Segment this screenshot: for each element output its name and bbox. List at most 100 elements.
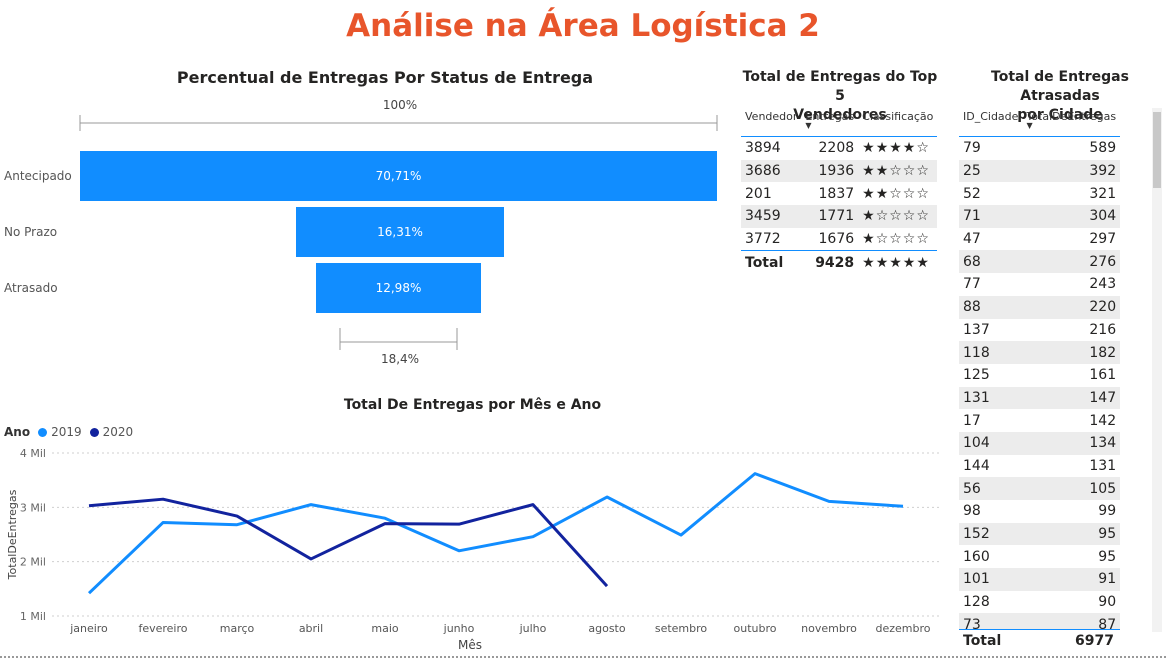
city-id: 17 [963,412,981,429]
city-id: 160 [963,548,990,565]
city-id: 56 [959,477,1023,500]
city-late-deliveries: 220 [1022,295,1121,319]
city-late-deliveries: 90 [1098,594,1117,611]
legend-label-2019[interactable]: 2019 [51,425,82,439]
funnel-bar-no-prazo[interactable]: 16,31% [296,207,504,257]
table-row[interactable]: 201 1837 ★★☆☆☆ [741,182,937,205]
seller-id: 3894 [745,140,781,157]
city-late-deliveries: 589 [1089,140,1117,157]
y-tick-label: 4 Mil [20,447,46,460]
table-row[interactable]: 56 105 [959,477,1121,500]
sellers-header-vendedor[interactable]: Vendedor [745,110,798,123]
cities-table: ID_Cidade TotalDeEntregas ▼ 79 589 25 392 52 3… [959,108,1121,630]
table-row[interactable]: 131 147 [959,386,1121,410]
city-late-deliveries: 216 [1089,321,1117,338]
table-row[interactable]: 104 134 [959,431,1121,455]
x-axis-title: Mês [458,638,482,652]
total-label: Total [745,255,784,272]
funnel-bar-atrasado[interactable]: 12,98% [316,263,481,313]
cities-total-row: Total 6977 [959,629,1120,649]
city-late-deliveries: 95 [1022,522,1121,546]
sellers-header-entregas[interactable]: Entregas ▼ [801,108,858,137]
funnel-title: Percentual de Entregas Por Status de Ent… [176,68,594,87]
city-late-deliveries: 142 [1089,412,1117,429]
table-row[interactable]: 3686 1936 ★★☆☆☆ [741,159,938,183]
seller-deliveries: 2208 [818,140,855,157]
cities-table-body[interactable]: ID_Cidade TotalDeEntregas ▼ 79 589 25 392 52 3… [959,108,1122,630]
city-late-deliveries: 87 [1022,613,1121,630]
legend-label-2020[interactable]: 2020 [102,425,134,439]
city-id: 128 [963,594,990,611]
funnel-top-bracket [79,115,718,131]
page-title: Análise na Área Logística 2 [346,8,820,44]
total-label: Total [963,633,1002,649]
seller-id: 3772 [745,231,781,248]
cities-title-line2: por Cidade [1017,107,1103,123]
table-row[interactable]: 47 297 [959,228,1120,251]
table-row[interactable]: 68 276 [959,250,1121,274]
table-row[interactable]: 160 95 [959,545,1120,568]
table-total-row: Total 9428 ★★★★★ [741,251,937,276]
table-row[interactable]: 98 99 [959,500,1120,523]
table-row[interactable]: 77 243 [959,273,1120,296]
table-row[interactable]: 25 392 [959,159,1121,183]
city-late-deliveries: 321 [1089,185,1117,202]
total-value: 6977 [1075,633,1114,649]
cities-scrollbar[interactable] [1152,108,1162,632]
cities-title: Total de Entregas Atrasadas por Cidade [955,68,1165,125]
table-row[interactable]: 101 91 [959,568,1121,591]
table-row[interactable]: 137 216 [959,319,1120,342]
table-row[interactable]: 3772 1676 ★☆☆☆☆ [741,228,938,251]
city-id: 125 [963,367,990,384]
funnel-bar-antecipado[interactable]: 70,71% [80,151,717,201]
city-id: 101 [959,568,1023,591]
seller-deliveries: 1837 [818,185,855,202]
funnel-category-antecipado: Antecipado [4,169,72,183]
line-chart[interactable]: 1 Mil 2 Mil 3 Mil 4 Mil TotalDeEntregas janei… [0,440,950,655]
cities-header-id[interactable]: ID_Cidade [963,110,1019,123]
table-row[interactable]: 125 161 [959,364,1120,387]
city-id: 79 [963,140,981,157]
table-row[interactable]: 3459 1771 ★☆☆☆☆ [741,205,938,228]
table-row[interactable]: 73 87 [959,613,1121,630]
series-line-2019 [87,472,904,595]
table-row[interactable]: 52 321 [959,182,1120,205]
funnel-bottom-scale-label: 18,4% [380,352,420,366]
sellers-header-classificacao[interactable]: Classificação [862,110,934,123]
table-row[interactable]: 79 589 [959,137,1120,160]
x-tick-label: março [220,622,255,635]
funnel-category-atrasado: Atrasado [4,281,58,295]
x-tick-label: agosto [588,622,625,635]
y-tick-label: 3 Mil [20,501,46,514]
table-row[interactable]: 88 220 [959,295,1121,319]
table-row[interactable]: 3894 2208 ★★★★☆ [741,137,937,160]
table-row[interactable]: 17 142 [959,409,1120,432]
cities-title-line1: Total de Entregas Atrasadas [991,69,1129,104]
funnel-bar-label: 16,31% [377,225,423,239]
table-row[interactable]: 71 304 [959,205,1121,228]
city-id: 77 [963,276,981,293]
total-value: 9428 [815,255,855,272]
city-id: 47 [963,231,981,248]
city-id: 68 [959,250,1023,274]
table-row[interactable]: 144 131 [959,455,1120,478]
x-tick-label: dezembro [876,622,931,635]
city-late-deliveries: 243 [1089,276,1117,293]
city-id: 137 [963,321,990,338]
x-tick-label: setembro [655,622,708,635]
table-row[interactable]: 152 95 [959,522,1121,546]
table-row[interactable]: 118 182 [959,341,1121,364]
seller-rating-stars: ★★★★☆ [862,140,930,157]
y-axis-title: TotalDeEntregas [6,489,19,580]
cities-scrollbar-thumb[interactable] [1153,112,1161,188]
funnel-bar-label: 70,71% [375,169,422,183]
line-chart-legend: Ano 2019 2020 [4,425,133,439]
funnel-bar-label: 12,98% [375,281,422,295]
city-late-deliveries: 182 [1022,341,1121,364]
cities-header-total[interactable]: TotalDeEntregas ▼ [1022,108,1120,137]
city-id: 25 [959,159,1023,183]
legend-marker-2020 [89,427,99,437]
legend-title: Ano [4,425,31,439]
table-row[interactable]: 128 90 [959,591,1120,614]
seller-rating-stars: ★★☆☆☆ [862,185,930,202]
